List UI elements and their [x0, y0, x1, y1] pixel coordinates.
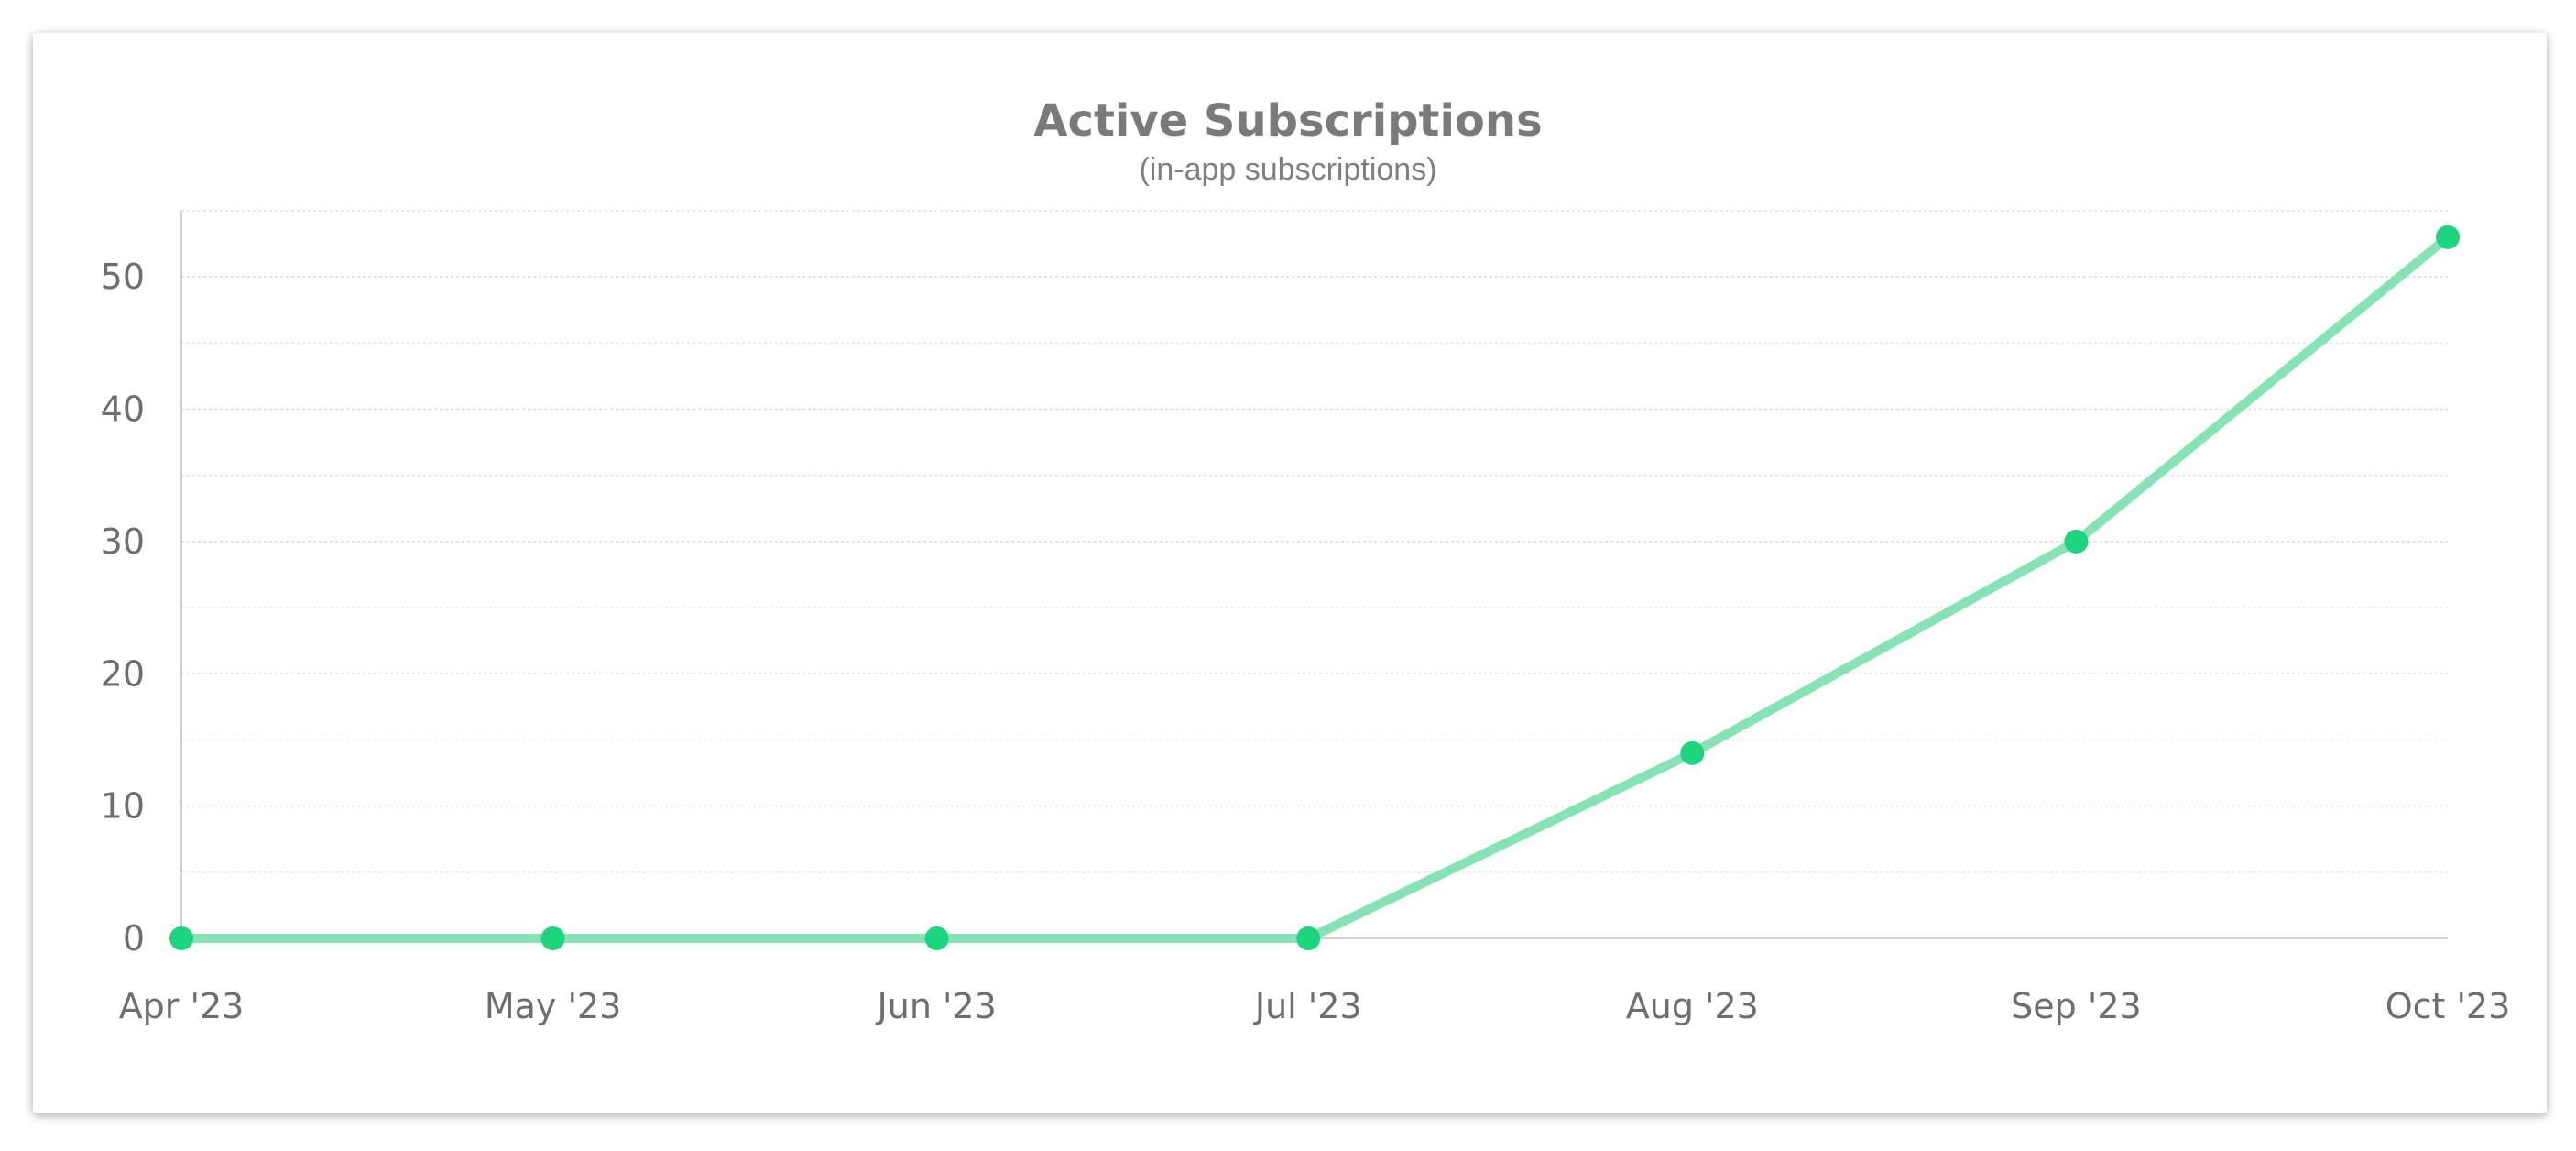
y-tick-label: 40 [101, 389, 145, 430]
y-tick-label: 0 [123, 918, 145, 959]
x-tick-label: Apr '23 [119, 986, 245, 1026]
chart-card [33, 33, 2547, 1113]
data-point-oct23[interactable] [2436, 225, 2460, 249]
markers [169, 225, 2460, 950]
data-point-jul23[interactable] [1296, 926, 1321, 950]
x-tick-label: Sep '23 [2011, 986, 2142, 1026]
y-tick-label: 10 [101, 786, 145, 827]
x-tick-label: Aug '23 [1626, 986, 1759, 1026]
data-point-jun23[interactable] [924, 926, 949, 950]
chart-title: Active Subscriptions [1033, 95, 1542, 147]
grid [181, 210, 2448, 873]
data-point-aug23[interactable] [1680, 740, 1705, 765]
data-point-apr23[interactable] [169, 926, 193, 950]
x-tick-label: Jun '23 [876, 986, 997, 1026]
x-tick-label: Oct '23 [2385, 986, 2511, 1026]
data-point-may23[interactable] [540, 926, 565, 950]
x-tick-label: Jul '23 [1253, 986, 1362, 1026]
data-point-sep23[interactable] [2064, 529, 2089, 554]
axes: 0 10 20 30 40 50 Apr '23 May '23 Jun '23 Jul '23 A… [101, 211, 2511, 1026]
y-tick-label: 30 [101, 521, 145, 562]
y-tick-label: 20 [101, 653, 145, 694]
y-tick-label: 50 [101, 257, 145, 297]
chart-subtitle: (in-app subscriptions) [1139, 152, 1436, 187]
x-tick-label: May '23 [485, 986, 621, 1026]
